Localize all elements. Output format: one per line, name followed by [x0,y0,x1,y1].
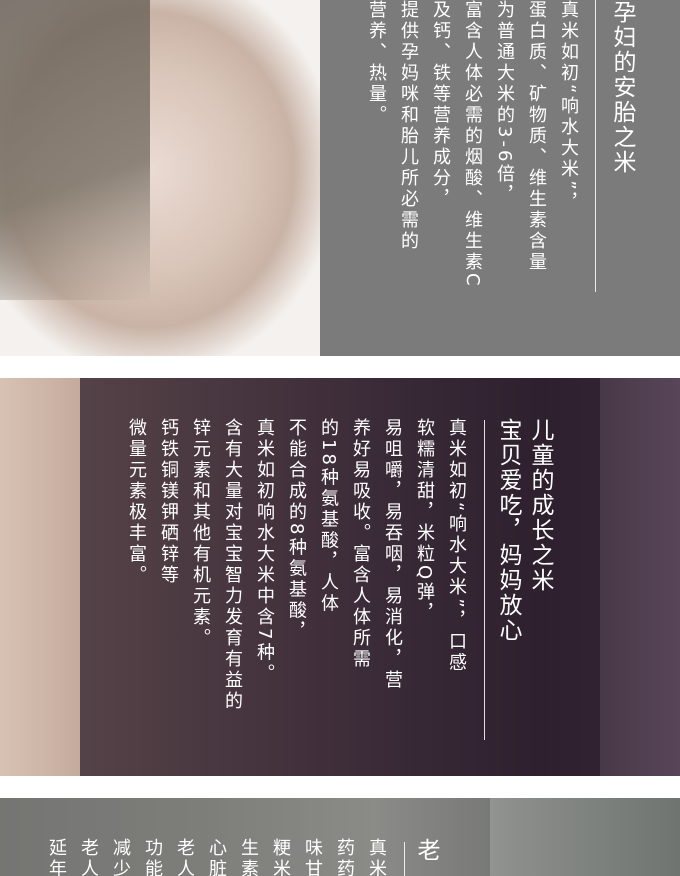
body-line: 微量元素极丰富。 [126,418,147,586]
section-body: 真米如初“响水大米”， 蛋白质、矿物质、维生素含量 为普通大米的3-6倍， 富含人体必… [360,0,584,289]
body-line: 真米如初“响水大米”， [558,0,579,214]
body-line: 不能合成的8种氨基酸， [286,418,307,643]
body-line: 减少 [110,838,131,876]
body-line: 延年 [46,838,67,876]
divider [404,842,405,876]
body-line: 真米如初响水大米中含7种。 [254,418,275,685]
section-body: 真米如初“响水大米”，口感 软糯清甜，米粒Q弹， 易咀嚼，易吞咽，易消化，营 养好易吸… [120,418,472,712]
pregnancy-section: 孕妇的安胎之米 真米如初“响水大米”， 蛋白质、矿物质、维生素含量 为普通大米的3-… [0,0,680,356]
body-line: 易咀嚼，易吞咽，易消化，营 [382,418,403,691]
text-panel [80,378,600,776]
body-line: 钙铁铜镁钾硒锌等 [158,418,179,586]
body-line: 提供孕妈咪和胎儿所必需的 [398,0,419,252]
children-section: 儿童的成长之米 宝贝爱吃，妈妈放心 真米如初“响水大米”，口感 软糯清甜，米粒Q弹… [0,378,680,776]
body-line: 富含人体必需的烟酸、维生素C [462,0,483,289]
body-line: 老人 [174,838,195,876]
photo [0,798,680,876]
body-line: 真米 [366,838,387,876]
body-line: 的18种氨基酸，人体 [318,418,339,615]
body-line: 粳米 [270,838,291,876]
text-panel [320,0,680,356]
divider [595,0,596,292]
body-line: 味甘 [302,838,323,876]
divider [484,420,485,740]
photo-sweater [0,0,150,300]
body-line: 锌元素和其他有机元素。 [190,418,211,649]
body-line: 药药 [334,838,355,876]
body-line: 生素 [238,838,259,876]
body-line: 为普通大米的3-6倍， [494,0,515,207]
body-line: 功能 [142,838,163,876]
section-title: 孕妇的安胎之米 [606,0,638,175]
body-line: 蛋白质、矿物质、维生素含量 [526,0,547,273]
body-line: 老人 [78,838,99,876]
body-line: 营养、热量。 [366,0,387,126]
section-body: 真米 药药 味甘 粳米 生素 心脏 老人 功能 减少 老人 延年 [40,838,392,876]
body-line: 养好易吸收。富含人体所需 [350,418,371,670]
title-line: 孕妇的安胎之米 [609,0,635,175]
body-line: 含有大量对宝宝智力发育有益的 [222,418,243,712]
title-line: 儿童的成长之米 [527,418,553,593]
body-line: 软糯清甜，米粒Q弹， [414,418,435,625]
title-line: 老 [413,838,439,863]
body-line: 及钙、铁等营养成分， [430,0,451,210]
text-panel [0,798,490,876]
section-title: 老 [410,838,442,863]
body-line: 心脏 [206,838,227,876]
title-line: 宝贝爱吃，妈妈放心 [495,418,521,643]
body-line: 真米如初“响水大米”，口感 [446,418,467,674]
section-title: 儿童的成长之米 宝贝爱吃，妈妈放心 [492,418,556,643]
elderly-section: 老 真米 药药 味甘 粳米 生素 心脏 老人 功能 减少 老人 延年 [0,798,680,876]
